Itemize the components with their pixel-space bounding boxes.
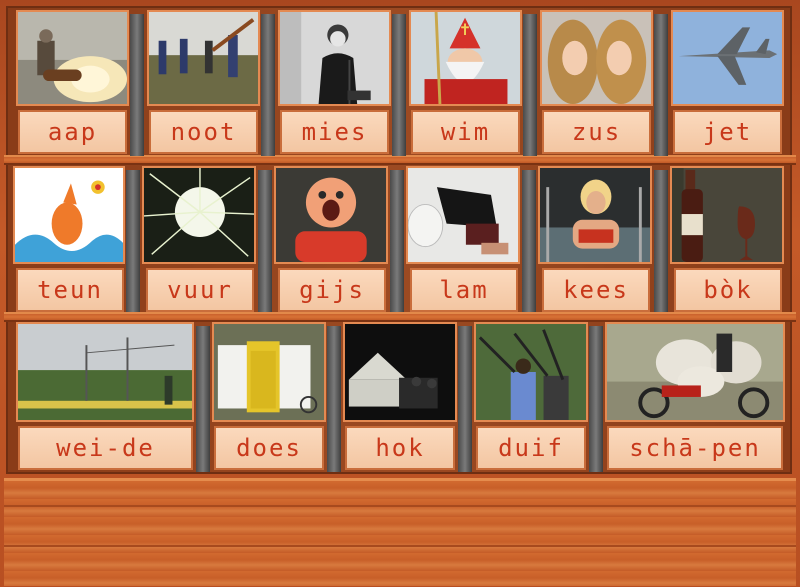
card-image-person-at-toilet (406, 166, 520, 264)
divider-post (327, 326, 341, 472)
divider-post (654, 170, 668, 312)
divider-post (458, 326, 472, 472)
divider-post (654, 14, 668, 156)
word-card: wei-de (18, 426, 193, 470)
divider-post (523, 14, 537, 156)
word-label: kees (563, 276, 629, 304)
word-label: aap (47, 118, 98, 146)
card-image-hunters-with-guns (474, 322, 588, 422)
word-card: wim (411, 110, 520, 154)
word-card: hok (345, 426, 455, 470)
word-label: wei-de (56, 434, 155, 462)
card-image-cartoon-fish (13, 166, 125, 264)
word-label: lam (439, 276, 489, 304)
word-label: does (236, 434, 302, 462)
word-label: zus (571, 118, 622, 146)
wood-grain (4, 545, 796, 547)
card-image-gaping-statue (274, 166, 388, 264)
divider-post (258, 170, 272, 312)
word-card: noot (149, 110, 258, 154)
word-label: bòk (703, 276, 753, 304)
word-card: duif (476, 426, 586, 470)
shelf (4, 155, 796, 165)
card-image-cannon-fire (16, 10, 129, 106)
word-label: duif (498, 434, 564, 462)
divider-post (392, 14, 406, 156)
word-card: does (214, 426, 324, 470)
word-card: aap (18, 110, 127, 154)
card-image-fireworks (142, 166, 256, 264)
word-label: schā-pen (629, 434, 761, 462)
card-image-woman-in-pool (538, 166, 652, 264)
word-label: mies (301, 118, 368, 146)
card-image-portable-toilet (212, 322, 326, 422)
divider-post (130, 14, 144, 156)
word-card: mies (280, 110, 389, 154)
divider-post (196, 326, 210, 472)
card-image-sinterklaas (409, 10, 522, 106)
divider-post (522, 170, 536, 312)
card-image-beer-bottle (670, 166, 784, 264)
word-label: noot (170, 118, 237, 146)
word-card: teun (16, 268, 124, 312)
word-card: vuur (146, 268, 254, 312)
card-image-meadow (16, 322, 194, 422)
word-card: kees (542, 268, 650, 312)
divider-post (126, 170, 140, 312)
card-image-tent-at-night (343, 322, 457, 422)
card-image-fighter-jet (671, 10, 784, 106)
word-card: schā-pen (607, 426, 783, 470)
divider-post (261, 14, 275, 156)
word-card: zus (542, 110, 651, 154)
card-image-twin-sisters (540, 10, 653, 106)
word-label: hok (375, 434, 425, 462)
shelf (4, 312, 796, 322)
divider-post (589, 326, 603, 472)
card-image-singer-microphone (278, 10, 391, 106)
card-image-sheep-on-motorbike (605, 322, 785, 422)
word-label: vuur (167, 276, 233, 304)
word-card: bòk (674, 268, 782, 312)
board-base (4, 478, 796, 586)
card-image-people-in-field (147, 10, 260, 106)
word-label: gijs (299, 276, 365, 304)
divider-post (390, 170, 404, 312)
word-card: lam (410, 268, 518, 312)
word-label: wim (440, 118, 491, 146)
word-label: jet (702, 118, 753, 146)
word-label: teun (37, 276, 103, 304)
word-card: gijs (278, 268, 386, 312)
wood-grain (4, 505, 796, 507)
word-card: jet (673, 110, 782, 154)
